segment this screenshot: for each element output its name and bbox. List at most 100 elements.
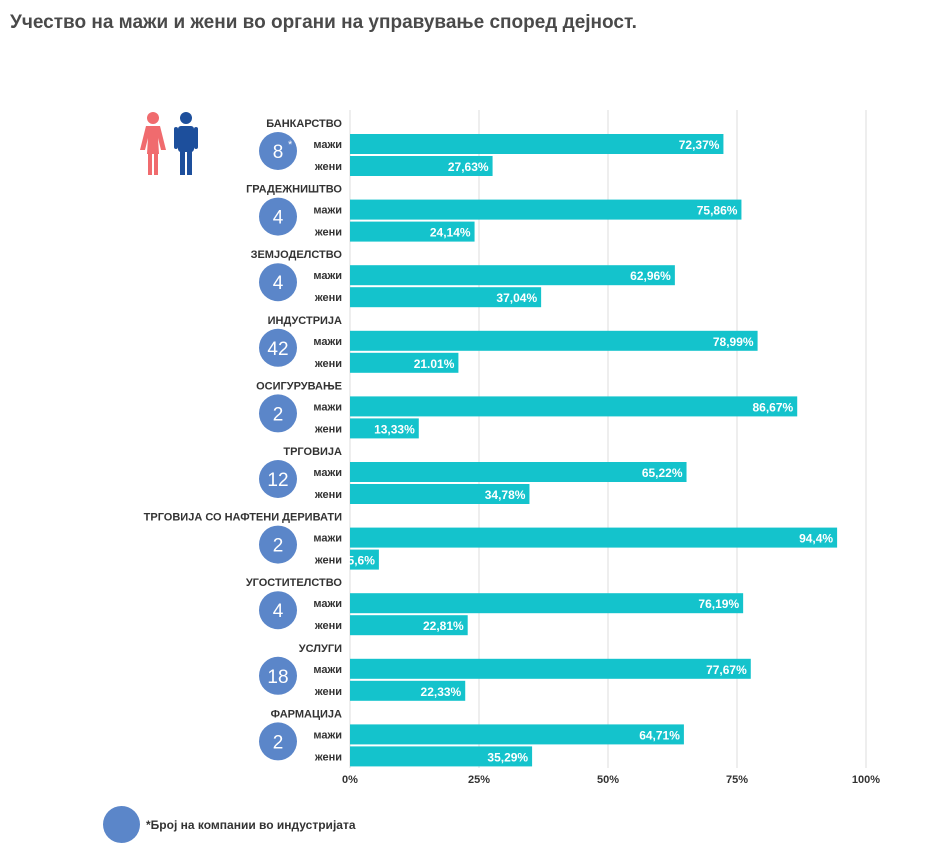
x-tick-label: 100% bbox=[852, 774, 880, 786]
bar-women bbox=[350, 352, 459, 373]
bar-women bbox=[350, 287, 542, 308]
category-label: ТРГОВИЈА bbox=[283, 446, 342, 458]
bar-men bbox=[350, 265, 675, 286]
company-count-circle bbox=[259, 394, 297, 433]
category-group: ТРГОВИЈА СО НАФТЕНИ ДЕРИВАТИ 2 мажи жени 94,… bbox=[144, 512, 838, 570]
company-count-circle bbox=[259, 132, 297, 170]
data-label-women: 24,14% bbox=[430, 226, 471, 240]
bar-women bbox=[350, 221, 475, 242]
category-label: ФАРМАЦИЈА bbox=[271, 708, 342, 720]
data-label-men: 94,4% bbox=[799, 532, 833, 546]
gender-icons bbox=[140, 112, 198, 175]
category-group: ТРГОВИЈА 12 мажи жени 65,22% 34,78% bbox=[259, 446, 687, 504]
male-person-icon bbox=[174, 112, 198, 175]
series-label-women: жени bbox=[314, 555, 342, 567]
x-axis: 0% 25% 50% 75% 100% bbox=[342, 774, 880, 786]
category-group: ФАРМАЦИЈА 2 мажи жени 64,71% 35,29% bbox=[259, 708, 684, 767]
bar-women bbox=[350, 615, 468, 636]
data-label-women: 22,81% bbox=[423, 619, 464, 633]
data-label-men: 75,86% bbox=[697, 204, 738, 218]
series-label-women: жени bbox=[314, 358, 342, 370]
series-label-men: мажи bbox=[313, 205, 342, 217]
bar-men bbox=[350, 134, 724, 154]
bar-men bbox=[350, 527, 838, 548]
data-label-men: 86,67% bbox=[753, 400, 794, 414]
company-count: 4 bbox=[273, 208, 284, 229]
category-group: ЗЕМЈОДЕЛСТВО 4 мажи жени 62,96% 37,04% bbox=[251, 249, 675, 308]
data-label-men: 72,37% bbox=[679, 138, 720, 152]
data-label-men: 76,19% bbox=[698, 597, 739, 611]
bar-men bbox=[350, 593, 744, 614]
category-label: ГРАДЕЖНИШТВО bbox=[246, 184, 342, 196]
company-count-circle bbox=[259, 460, 297, 498]
series-label-women: жени bbox=[314, 489, 342, 501]
legend: *Број на компании во индустријата bbox=[103, 806, 356, 843]
company-count: 18 bbox=[267, 667, 288, 688]
bar-women bbox=[350, 746, 533, 767]
category-group: УСЛУГИ 18 мажи жени 77,67% 22,33% bbox=[259, 643, 751, 701]
series-label-women: жени bbox=[314, 292, 342, 304]
grid-lines bbox=[349, 110, 867, 768]
bar-men bbox=[350, 462, 687, 482]
bar-women bbox=[350, 418, 419, 439]
data-label-men: 78,99% bbox=[713, 335, 754, 349]
series-label-men: мажи bbox=[313, 139, 342, 151]
series-label-men: мажи bbox=[313, 598, 342, 610]
data-label-men: 65,22% bbox=[642, 466, 683, 480]
legend-circle-swatch bbox=[103, 806, 140, 843]
female-person-icon bbox=[140, 112, 166, 175]
bar-women bbox=[350, 156, 493, 176]
data-label-men: 64,71% bbox=[639, 728, 680, 742]
company-count-footnote-mark: * bbox=[288, 139, 293, 151]
data-label-women: 13,33% bbox=[374, 422, 415, 436]
category-group: ОСИГУРУВАЊЕ 2 мажи жени 86,67% 13,33% bbox=[256, 380, 798, 439]
bar-men bbox=[350, 199, 742, 220]
series-label-men: мажи bbox=[313, 729, 342, 741]
category-label: ЗЕМЈОДЕЛСТВО bbox=[251, 249, 343, 261]
category-label: БАНКАРСТВО bbox=[266, 118, 342, 130]
company-count-circle bbox=[259, 197, 297, 236]
series-label-women: жени bbox=[314, 423, 342, 435]
series-label-men: мажи bbox=[313, 401, 342, 413]
company-count: 4 bbox=[273, 601, 284, 622]
series-label-men: мажи bbox=[313, 270, 342, 282]
bar-men bbox=[350, 396, 798, 417]
category-label: ИНДУСТРИЈА bbox=[268, 315, 342, 327]
company-count: 4 bbox=[273, 273, 284, 294]
company-count-circle bbox=[259, 525, 297, 564]
series-label-women: жени bbox=[314, 686, 342, 698]
category-group: БАНКАРСТВО 8 * мажи жени 72,37% 27,63% bbox=[259, 118, 724, 176]
company-count-circle bbox=[259, 591, 297, 630]
category-label: ТРГОВИЈА СО НАФТЕНИ ДЕРИВАТИ bbox=[144, 512, 342, 524]
series-label-women: жени bbox=[314, 620, 342, 632]
bar-men bbox=[350, 330, 758, 351]
data-label-men: 62,96% bbox=[630, 269, 671, 283]
company-count-circle bbox=[259, 263, 297, 302]
category-label: УСЛУГИ bbox=[299, 643, 342, 655]
series-label-men: мажи bbox=[313, 336, 342, 348]
x-tick-label: 25% bbox=[468, 774, 490, 786]
data-label-women: 21.01% bbox=[414, 357, 455, 371]
x-tick-label: 0% bbox=[342, 774, 358, 786]
x-tick-label: 50% bbox=[597, 774, 619, 786]
company-count: 2 bbox=[273, 404, 284, 425]
data-label-women: 5,6% bbox=[348, 554, 376, 568]
data-label-women: 35,29% bbox=[487, 750, 528, 764]
bar-men bbox=[350, 658, 751, 679]
category-group: УГОСТИТЕЛСТВО 4 мажи жени 76,19% 22,81% bbox=[246, 577, 744, 636]
company-count: 42 bbox=[267, 339, 288, 360]
series-label-men: мажи bbox=[313, 533, 342, 545]
company-count: 2 bbox=[273, 536, 284, 557]
series-label-women: жени bbox=[314, 751, 342, 763]
data-label-women: 34,78% bbox=[485, 488, 526, 502]
category-label: ОСИГУРУВАЊЕ bbox=[256, 380, 342, 392]
data-label-men: 77,67% bbox=[706, 663, 747, 677]
data-label-women: 37,04% bbox=[496, 291, 537, 305]
company-count-circle bbox=[259, 722, 297, 761]
series-label-men: мажи bbox=[313, 467, 342, 479]
company-count: 12 bbox=[267, 470, 288, 491]
category-label: УГОСТИТЕЛСТВО bbox=[246, 577, 343, 589]
data-label-women: 27,63% bbox=[448, 160, 489, 174]
x-tick-label: 75% bbox=[726, 774, 748, 786]
